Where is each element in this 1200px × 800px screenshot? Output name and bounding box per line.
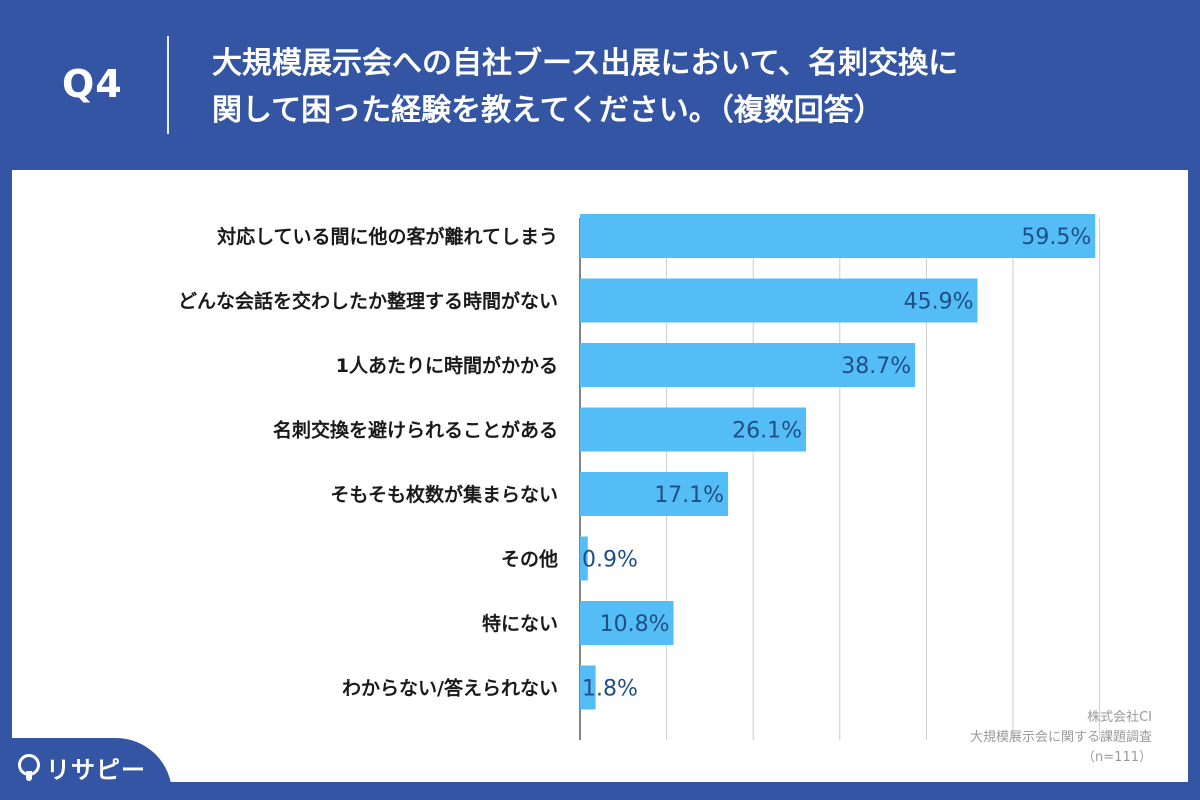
bar xyxy=(580,278,978,323)
logo-text: リサピー xyxy=(46,756,146,784)
bar xyxy=(580,343,916,387)
sample-size: （n=111） xyxy=(1082,750,1152,765)
brand-logo: リサピー xyxy=(0,738,172,800)
question-header: Q4 大規模展示会への自社ブース出展において、名刺交換に 関して困った経験を教え… xyxy=(0,0,1200,170)
source-company: 株式会社CI xyxy=(1087,710,1152,725)
value-label: 10.8% xyxy=(600,612,670,637)
question-title: 大規模展示会への自社ブース出展において、名刺交換に 関して困った経験を教えてくだ… xyxy=(212,40,1172,134)
value-label: 17.1% xyxy=(654,483,724,508)
category-label: どんな会話を交わしたか整理する時間がない xyxy=(178,290,558,313)
value-label: 26.1% xyxy=(732,419,802,444)
category-label: 対応している間に他の客が離れてしまう xyxy=(216,225,558,248)
bar xyxy=(580,665,596,710)
question-title-line2: 関して困った経験を教えてください。（複数回答） xyxy=(212,93,884,128)
header-divider xyxy=(167,36,169,134)
question-number: Q4 xyxy=(62,62,123,106)
category-label: その他 xyxy=(501,548,558,571)
bar xyxy=(580,601,674,645)
value-label: 38.7% xyxy=(841,354,911,379)
bar xyxy=(580,214,1096,258)
category-label: そもそも枚数が集まらない xyxy=(330,483,558,506)
value-label: 0.9% xyxy=(582,548,638,573)
pin-icon xyxy=(18,754,40,781)
value-label: 45.9% xyxy=(904,290,974,315)
category-label: 1人あたりに時間がかかる xyxy=(336,354,558,377)
source-survey: 大規模展示会に関する課題調査 xyxy=(969,730,1152,745)
value-label: 59.5% xyxy=(1021,225,1091,250)
category-label: わからない/答えられない xyxy=(342,677,558,700)
bar xyxy=(580,536,588,581)
chart-panel: 対応している間に他の客が離れてしまう 59.5% どんな会話を交わしたか整理する時間… xyxy=(12,170,1188,782)
source-note: 株式会社CI 大規模展示会に関する課題調査 （n=111） xyxy=(970,708,1152,768)
category-label: 特にない xyxy=(482,613,558,635)
category-label: 名刺交換を避けられることがある xyxy=(273,419,558,442)
value-label: 1.8% xyxy=(582,677,638,702)
bar xyxy=(580,407,807,452)
question-title-line1: 大規模展示会への自社ブース出展において、名刺交換に xyxy=(212,46,959,81)
bar-chart: 対応している間に他の客が離れてしまう 59.5% どんな会話を交わしたか整理する時間… xyxy=(178,214,1101,740)
bar xyxy=(580,472,729,516)
